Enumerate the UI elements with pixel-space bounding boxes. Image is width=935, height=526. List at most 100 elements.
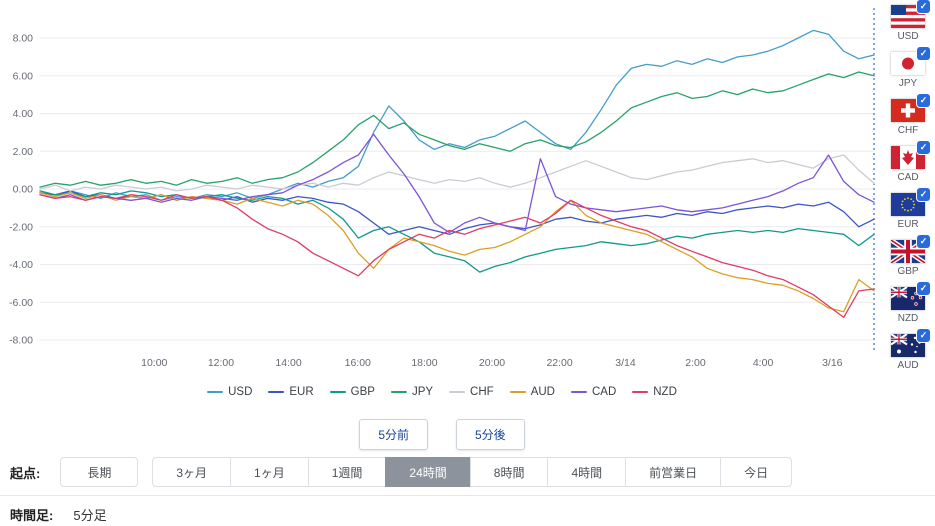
currency-toggle-AUD[interactable]: ✓ AUD [891,329,930,371]
period-button-長期[interactable]: 長期 [60,457,139,487]
currency-toggle-CHF[interactable]: ✓ CHF [891,94,930,136]
legend-color-swatch [449,390,466,394]
series-line-JPY [39,71,875,188]
flag-eu-icon: ✓ [891,188,930,216]
legend-label: CHF [470,386,494,398]
series-line-AUD [39,192,875,313]
step-button-row: 5分前 5分後 [0,419,884,450]
flag-nz-icon: ✓ [891,282,930,310]
period-button-4時間[interactable]: 4時間 [547,457,627,487]
period-button-group: 長期 3ヶ月 1ヶ月 1週間 24時間 8時間 4時間 前営業日 今日 [60,457,793,487]
series-line-NZD [39,194,875,319]
checkbox-checked-icon[interactable]: ✓ [917,47,930,60]
checkbox-checked-icon[interactable]: ✓ [917,282,930,295]
legend-item-USD[interactable]: USD [207,386,252,398]
currency-code-label: NZD [897,313,919,324]
currency-code-label: GBP [897,266,919,277]
flag-us-icon: ✓ [891,0,930,28]
x-axis-label: 10:00 [141,357,167,369]
y-axis-label: 6.00 [13,70,34,82]
step-forward-button[interactable]: 5分後 [456,419,525,450]
legend-item-AUD[interactable]: AUD [509,386,555,398]
legend-item-GBP[interactable]: GBP [329,386,375,398]
currency-toggle-EUR[interactable]: ✓ EUR [891,188,930,230]
x-axis-label: 20:00 [479,357,505,369]
legend-item-EUR[interactable]: EUR [268,386,314,398]
legend-color-swatch [207,390,224,394]
legend-color-swatch [632,390,649,394]
x-axis-label: 12:00 [208,357,234,369]
checkbox-checked-icon[interactable]: ✓ [917,0,930,13]
legend-label: USD [228,386,253,398]
checkbox-checked-icon[interactable]: ✓ [917,188,930,201]
legend-item-JPY[interactable]: JPY [390,386,434,398]
legend-item-CAD[interactable]: CAD [570,386,617,398]
series-line-CAD [39,133,875,234]
flag-jp-icon: ✓ [891,47,930,75]
legend-label: JPY [411,386,434,398]
x-axis-label: 22:00 [546,357,572,369]
timeframe-label: 時間足: [10,508,54,523]
period-button-前営業日[interactable]: 前営業日 [625,457,722,487]
y-axis-label: 8.00 [13,33,34,45]
y-axis-label: -2.00 [9,221,33,233]
checkbox-checked-icon[interactable]: ✓ [917,141,930,154]
step-back-button[interactable]: 5分前 [359,419,428,450]
legend-label: EUR [289,386,314,398]
period-button-1週間[interactable]: 1週間 [307,457,387,487]
chart-legend: USD EUR GBP JPY CHF AUD CAD NZD [0,386,884,398]
currency-code-label: EUR [897,219,919,230]
checkbox-checked-icon[interactable]: ✓ [917,329,930,342]
x-axis-label: 3/14 [615,357,636,369]
checkbox-checked-icon[interactable]: ✓ [917,94,930,107]
x-axis-label: 14:00 [275,357,301,369]
x-axis-label: 3/16 [822,357,843,369]
legend-color-swatch [268,390,285,394]
origin-period-row: 起点: 長期 3ヶ月 1ヶ月 1週間 24時間 8時間 4時間 前営業日 今日 [0,457,935,487]
legend-label: GBP [350,386,375,398]
legend-color-swatch [570,390,587,394]
y-axis-label: 4.00 [13,108,34,120]
period-button-24時間[interactable]: 24時間 [385,457,471,487]
series-line-USD [39,29,875,201]
series-line-CHF [39,154,875,192]
legend-color-swatch [509,390,526,394]
y-axis-label: -6.00 [9,297,33,309]
x-axis-label: 16:00 [345,357,371,369]
legend-item-NZD[interactable]: NZD [632,386,677,398]
period-button-1ヶ月[interactable]: 1ヶ月 [230,457,309,487]
currency-toggle-USD[interactable]: ✓ USD [891,0,930,42]
legend-item-CHF[interactable]: CHF [449,386,494,398]
currency-sidebar: ✓ USD ✓ JPY ✓ CHF ✓ CAD ✓ EUR ✓ GBP ✓ NZD ✓ AUD [884,0,932,371]
x-axis-label: 18:00 [411,357,437,369]
period-button-8時間[interactable]: 8時間 [469,457,549,487]
flag-ch-icon: ✓ [891,94,930,122]
currency-strength-chart: 8.00 6.00 4.00 2.00 0.00 -2.00 -4.00 -6.00 -8.00… [9,8,875,369]
x-axis-label: 2:00 [685,357,706,369]
x-axis-label: 4:00 [753,357,774,369]
currency-toggle-CAD[interactable]: ✓ CAD [891,141,930,183]
y-axis-label: 0.00 [13,184,34,196]
timeframe-value: 5分足 [73,508,107,523]
y-axis-label: -4.00 [9,259,33,271]
legend-label: NZD [653,386,677,398]
currency-code-label: JPY [898,78,918,89]
checkbox-checked-icon[interactable]: ✓ [917,235,930,248]
period-button-3ヶ月[interactable]: 3ヶ月 [152,457,232,487]
timeframe-row: 時間足: 5分足 [0,495,935,524]
currency-code-label: CHF [897,125,919,136]
legend-label: CAD [591,386,617,398]
period-button-今日[interactable]: 今日 [720,457,793,487]
flag-gb-icon: ✓ [891,235,930,263]
currency-code-label: CAD [897,172,919,183]
currency-code-label: AUD [897,360,919,371]
currency-toggle-GBP[interactable]: ✓ GBP [891,235,930,277]
y-axis-label: 2.00 [13,146,34,158]
flag-ca-icon: ✓ [891,141,930,169]
y-axis-label: -8.00 [9,335,33,347]
origin-label: 起点: [10,465,41,481]
currency-code-label: USD [897,31,919,42]
legend-label: AUD [530,386,555,398]
currency-toggle-NZD[interactable]: ✓ NZD [891,282,930,324]
currency-toggle-JPY[interactable]: ✓ JPY [891,47,930,89]
